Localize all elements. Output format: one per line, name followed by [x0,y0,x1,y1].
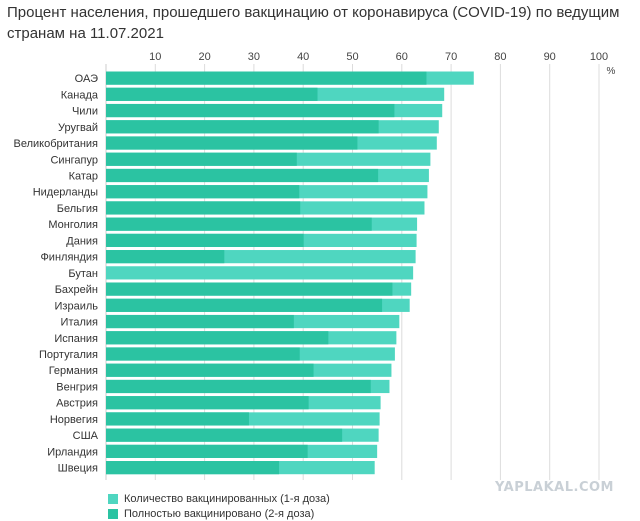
chart-title: Процент населения, прошедшего вакцинацию… [7,4,620,42]
legend-label-second-dose: Полностью вакцинировано (2-я доза) [124,507,315,520]
x-tick-label-70: 70 [445,51,457,63]
watermark: YAPLAKAL.COM [495,480,614,495]
category-label-16: Испания [54,333,98,345]
bar-second-dose-8 [106,201,301,215]
category-label-13: Бахрейн [55,284,98,296]
category-label-6: Катар [69,170,98,182]
category-label-19: Венгрия [56,381,98,393]
x-tick-label-80: 80 [494,51,506,63]
x-tick-label-40: 40 [297,51,309,63]
bar-first-dose-12 [106,266,414,280]
bar-second-dose-5 [106,152,297,166]
bar-second-dose-2 [106,103,395,118]
bar-second-dose-23 [106,444,308,458]
bar-second-dose-22 [106,428,343,442]
bar-second-dose-20 [106,396,309,410]
bar-second-dose-7 [106,185,300,199]
bar-second-dose-14 [106,298,383,312]
bar-second-dose-16 [106,331,329,345]
category-label-24: Швеция [58,463,98,475]
category-label-4: Великобритания [14,138,99,150]
bar-second-dose-15 [106,314,294,329]
category-label-22: США [73,430,99,442]
x-tick-label-90: 90 [544,51,556,63]
x-tick-label-60: 60 [396,51,408,63]
legend-swatch-second-dose [108,508,118,519]
category-label-23: Ирландия [47,446,98,458]
x-tick-label-30: 30 [248,51,260,63]
x-tick-label-100: 100 [590,51,608,63]
legend-item-second-dose[interactable]: Полностью вакцинировано (2-я доза) [108,506,330,521]
bar-second-dose-10 [106,233,304,247]
bar-second-dose-3 [106,120,379,134]
legend: Количество вакцинированных (1-я доза) По… [108,491,330,521]
bar-second-dose-19 [106,379,371,394]
legend-swatch-first-dose [108,493,118,504]
category-label-8: Бельгия [57,203,98,215]
category-label-17: Португалия [39,349,98,361]
category-label-7: Нидерланды [33,187,98,199]
bar-second-dose-4 [106,136,358,150]
category-label-21: Норвегия [50,414,98,426]
bar-second-dose-21 [106,412,249,426]
x-tick-label-20: 20 [198,51,210,63]
category-label-0: ОАЭ [75,73,98,85]
bar-second-dose-6 [106,168,379,183]
category-label-1: Канада [61,89,99,101]
legend-label-first-dose: Количество вакцинированных (1-я доза) [124,492,330,505]
legend-item-first-dose[interactable]: Количество вакцинированных (1-я доза) [108,491,330,506]
bar-second-dose-9 [106,217,372,231]
bar-second-dose-0 [106,71,427,85]
x-tick-label-50: 50 [346,51,358,63]
bar-second-dose-18 [106,363,314,377]
bar-second-dose-17 [106,347,300,361]
category-label-2: Чили [72,106,98,118]
category-label-11: Финляндия [40,252,98,264]
category-label-18: Германия [49,365,98,377]
category-label-14: Израиль [55,300,99,312]
category-label-12: Бутан [68,268,98,280]
bar-second-dose-11 [106,250,225,264]
category-label-15: Италия [61,317,99,329]
category-label-5: Сингапур [50,154,98,166]
category-label-9: Монголия [48,219,98,231]
bar-second-dose-24 [106,461,280,475]
bar-second-dose-13 [106,282,393,296]
bar-second-dose-1 [106,87,318,101]
unit-label: % [607,66,616,77]
x-tick-label-10: 10 [149,51,161,63]
category-label-3: Уругвай [58,122,98,134]
category-label-20: Австрия [56,398,98,410]
category-label-10: Дания [66,235,98,247]
